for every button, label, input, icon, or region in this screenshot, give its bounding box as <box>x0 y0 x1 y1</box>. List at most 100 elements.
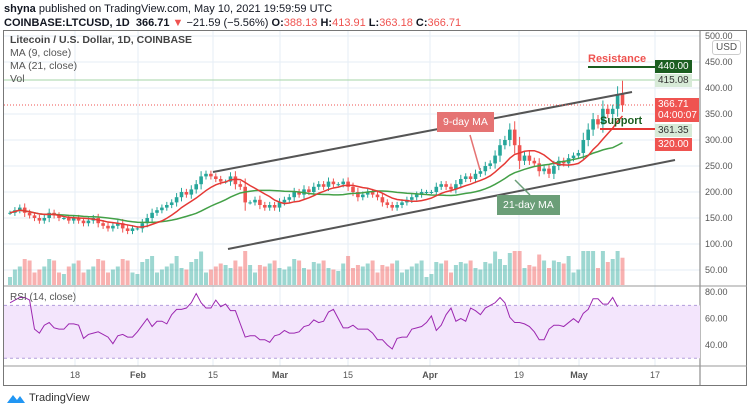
chart-frame[interactable] <box>3 30 747 386</box>
last-price-tag: 366.71 04:00:07 <box>655 98 699 122</box>
candle-body <box>586 129 590 140</box>
candle-body <box>116 223 120 226</box>
candle-body <box>282 199 287 203</box>
volume-bar <box>130 272 135 285</box>
candle-body <box>483 166 488 172</box>
volume-bar <box>537 254 542 285</box>
price-tick-label: 450.00 <box>705 57 733 67</box>
volume-bar <box>463 263 468 285</box>
candle-body <box>380 197 385 203</box>
volume-bar <box>120 259 125 285</box>
open-value: 388.13 <box>283 17 318 29</box>
volume-bar <box>27 260 32 285</box>
candle-body <box>238 184 243 187</box>
volume-bar <box>42 266 47 285</box>
volume-bar <box>449 272 453 285</box>
support-price-tag: 320.00 <box>655 138 692 151</box>
volume-bar <box>542 260 547 285</box>
volume-bar <box>150 256 155 285</box>
candle-body <box>478 171 483 174</box>
ma9-callout-pointer <box>469 134 481 171</box>
volume-bar <box>473 268 478 285</box>
volume-bar <box>502 265 507 285</box>
volume-bar <box>233 260 238 285</box>
candle-body <box>419 192 424 195</box>
volume-bar <box>17 266 22 285</box>
close-label: C: <box>415 17 428 29</box>
volume-bar <box>164 266 169 285</box>
volume-bar <box>512 251 517 285</box>
candle-body <box>267 205 272 208</box>
volume-bar <box>238 266 243 285</box>
volume-bar <box>52 260 57 285</box>
low-value: 363.18 <box>379 17 413 29</box>
volume-bar <box>439 263 444 285</box>
volume-bar <box>248 265 253 285</box>
volume-bar <box>213 266 218 285</box>
volume-bar <box>610 259 615 285</box>
volume-bar <box>253 272 257 285</box>
volume-bar <box>277 268 282 285</box>
candle-body <box>336 184 341 186</box>
volume-bar <box>571 272 576 285</box>
volume-bar <box>316 263 321 285</box>
ma9-callout: 9-day MA <box>437 112 494 132</box>
rsi-band <box>4 305 700 359</box>
bar-countdown: 04:00:07 <box>658 110 697 121</box>
volume-bar <box>488 263 493 285</box>
candle-body <box>243 186 247 203</box>
currency-label[interactable]: USD <box>712 40 742 55</box>
volume-bar <box>66 266 71 285</box>
candle-body <box>596 119 600 125</box>
volume-bar <box>189 262 194 285</box>
candle-body <box>351 186 355 192</box>
candle-body <box>194 184 198 190</box>
volume-bar <box>375 272 380 285</box>
time-tick-label: 18 <box>70 370 80 380</box>
candle-body <box>512 129 517 146</box>
candle-body <box>263 205 267 208</box>
volume-bar <box>395 260 400 285</box>
candle-body <box>18 207 22 211</box>
candle-body <box>463 176 468 179</box>
volume-bar <box>311 262 316 285</box>
volume-bar <box>547 268 551 285</box>
candle-body <box>356 192 360 198</box>
candle-body <box>414 194 419 198</box>
volume-bar <box>596 268 600 285</box>
candle-body <box>375 194 380 198</box>
volume-bar <box>199 251 204 285</box>
volume-bar <box>527 265 532 285</box>
candle-body <box>199 176 203 185</box>
candle-body <box>125 228 130 231</box>
volume-bar <box>532 266 537 285</box>
volume-bar <box>517 251 522 285</box>
candle-body <box>390 205 394 208</box>
price-tick-label: 100.00 <box>705 239 733 249</box>
tradingview-logo[interactable]: TradingView <box>6 392 90 404</box>
candle-body <box>218 179 223 182</box>
volume-bar <box>12 269 17 285</box>
candle-body <box>331 181 336 185</box>
candle-body <box>473 173 478 179</box>
volume-bar <box>576 269 581 285</box>
candle-body <box>610 108 615 114</box>
candle-body <box>27 212 32 216</box>
candle-body <box>253 199 257 203</box>
low-label: L: <box>368 17 380 29</box>
volume-bar <box>262 266 267 285</box>
candle-body <box>346 181 350 187</box>
volume-bar <box>561 263 566 285</box>
candle-body <box>292 192 296 198</box>
open-label: O: <box>271 17 284 29</box>
volume-bar <box>321 260 326 285</box>
volume-bar <box>404 269 409 285</box>
volume-bar <box>551 260 556 285</box>
candle-body <box>547 168 551 174</box>
candle-body <box>488 163 492 166</box>
volume-bar <box>478 269 483 285</box>
volume-bar <box>47 259 52 285</box>
candle-body <box>32 215 37 218</box>
candle-body <box>601 108 605 125</box>
